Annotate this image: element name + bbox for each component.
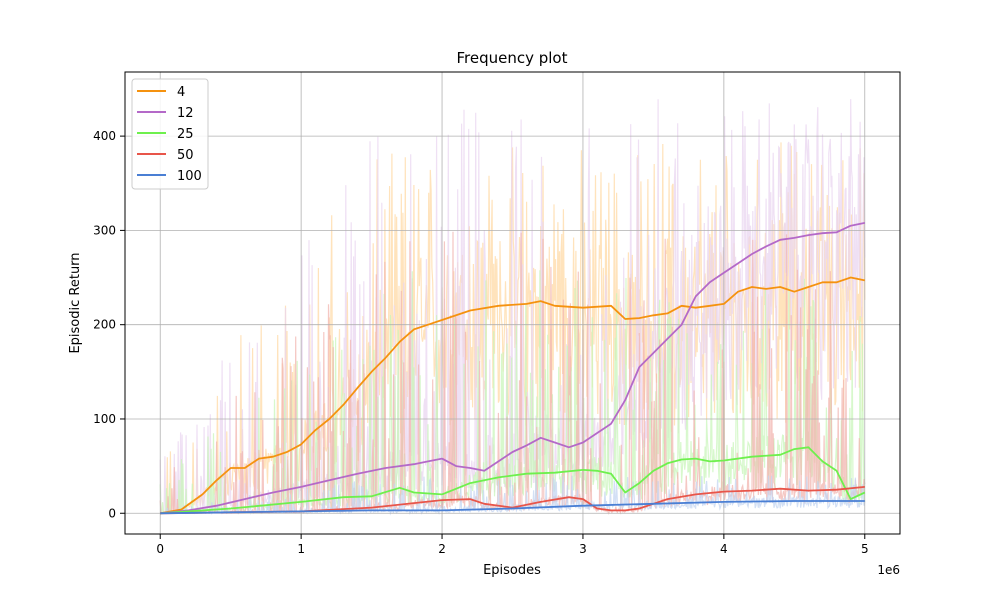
- x-tick-label: 1: [297, 542, 305, 556]
- y-tick-label: 300: [93, 223, 116, 237]
- plot-area-frame: [124, 71, 901, 535]
- raw-trace-100: [159, 475, 866, 516]
- series-layer: [160, 222, 866, 515]
- series-line-12: [160, 222, 865, 515]
- series-line-50: [160, 486, 865, 515]
- legend: 4 12 25 50 100: [131, 78, 209, 190]
- x-tick-label: 3: [579, 542, 587, 556]
- legend-label-4: 4: [177, 85, 185, 100]
- x-tick-label: 5: [861, 542, 869, 556]
- y-axis-label: Episodic Return: [68, 252, 83, 353]
- y-tick-label: 400: [93, 129, 116, 143]
- y-tick-label: 200: [93, 318, 116, 332]
- x-tick-label: 4: [720, 542, 728, 556]
- y-tick-label: 100: [93, 412, 116, 426]
- series-line-25: [160, 446, 866, 515]
- x-axis-offset-label: 1e6: [877, 563, 900, 577]
- chart-title: Frequency plot: [456, 49, 567, 67]
- legend-label-50: 50: [177, 148, 194, 163]
- x-tick-label: 0: [156, 542, 164, 556]
- legend-box: [131, 78, 209, 190]
- legend-label-12: 12: [177, 106, 194, 121]
- legend-label-25: 25: [177, 127, 194, 142]
- x-tick-label: 2: [438, 542, 446, 556]
- series-line-4: [160, 276, 865, 515]
- y-tick-label: 0: [108, 506, 116, 520]
- series-line-100: [160, 500, 865, 515]
- legend-label-100: 100: [177, 169, 202, 184]
- raw-trace-4: [159, 142, 866, 514]
- x-axis-label: Episodes: [483, 563, 541, 578]
